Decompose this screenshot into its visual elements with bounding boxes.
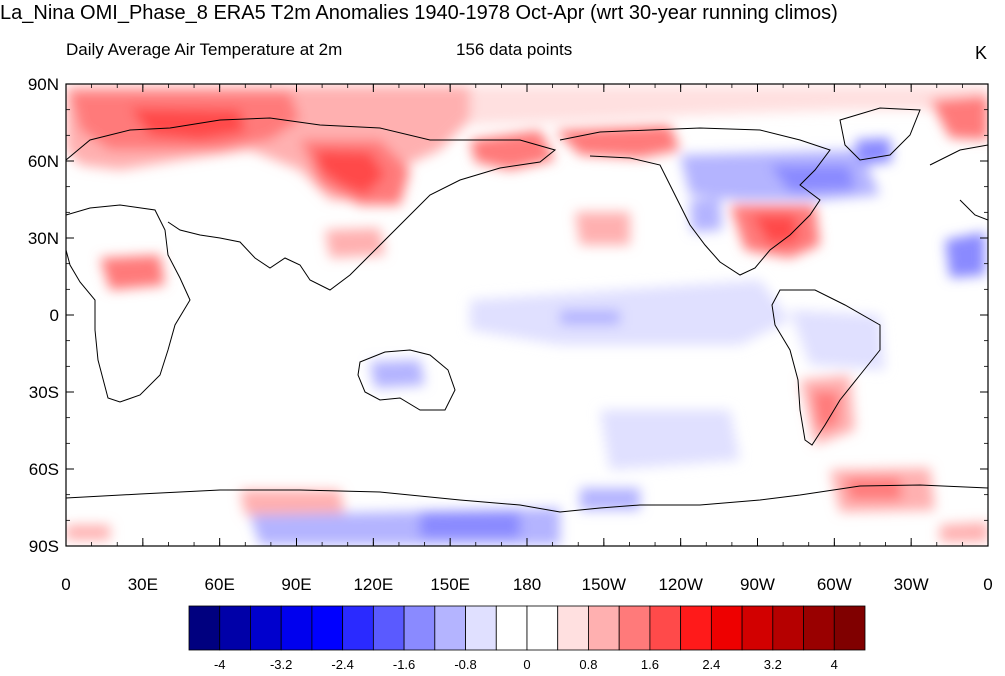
anomaly-antarctic-atl-core [845, 478, 902, 500]
colorbar-label: -4 [214, 657, 226, 672]
coast-greenland [839, 107, 921, 161]
lat-tick-label: 90N [28, 75, 59, 94]
anomaly-north-arctic-west [470, 86, 988, 125]
lon-tick-label: 0 [983, 575, 992, 594]
coast-australia [357, 349, 456, 411]
units-label: K [975, 43, 988, 63]
anomaly-arabia [100, 255, 165, 290]
lat-tick-label: 0 [50, 306, 59, 325]
coast-north-america [559, 127, 831, 276]
lat-tick-label: 30N [28, 229, 59, 248]
coast-africa [66, 204, 191, 403]
coast-eurasia [66, 117, 557, 291]
colorbar-swatch [680, 605, 712, 651]
coastlines [66, 107, 988, 513]
colorbar-swatch [403, 605, 436, 651]
colorbar-label: 0.8 [579, 657, 597, 672]
anomaly-s-pole-warm-east [940, 522, 988, 542]
lon-tick-label: 60E [205, 575, 235, 594]
anomaly-ross-cold-core [420, 512, 520, 538]
colorbar-label: 1.6 [641, 657, 659, 672]
colorbar-swatch [557, 605, 589, 651]
longitude-ticks: 0 30E 60E 90E 120E 150E 180 150W 120W 90W 60W 30W 0 [61, 84, 993, 594]
anomaly-shading [66, 86, 988, 545]
colorbar-swatch [710, 605, 743, 651]
anomaly-argentina-core [812, 390, 840, 430]
anomaly-n-atlantic-cold [945, 232, 985, 278]
coast-europe-south [959, 199, 988, 221]
colorbar-swatch [250, 605, 282, 651]
anomaly-greenland-warm [930, 95, 988, 140]
colorbar-swatch [434, 605, 466, 651]
colorbar-label: -0.8 [454, 657, 476, 672]
colorbar-swatch [833, 605, 866, 651]
lat-tick-label: 90S [29, 537, 59, 556]
left-subtitle: Daily Average Air Temperature at 2m [66, 40, 343, 59]
anomaly-s-pole-warm [66, 525, 110, 540]
lon-tick-label: 30E [128, 575, 158, 594]
anomaly-n-pacific [575, 212, 630, 245]
colorbar-swatch [311, 605, 344, 651]
colorbar-swatch [741, 605, 774, 651]
anomaly-antarctic-ind [240, 490, 345, 515]
map-panel: 90N 60N 30N 0 30S 60S 90S 0 30E 60E 90E 120E 150E 18… [28, 75, 993, 594]
colorbar-swatch [465, 605, 497, 651]
colorbar-swatch [526, 605, 559, 651]
lat-tick-label: 60S [29, 460, 59, 479]
anomaly-amazon-cool [790, 310, 885, 370]
lon-tick-label: 30W [894, 575, 929, 594]
latitude-ticks: 90N 60N 30N 0 30S 60S 90S [28, 75, 988, 556]
lon-tick-label: 150E [430, 575, 470, 594]
anomaly-barents-core [130, 108, 245, 140]
colorbar-swatch [772, 605, 804, 651]
anomaly-e-pacific-cool [470, 280, 790, 345]
colorbar-swatch [588, 605, 620, 651]
anomaly-alaska [555, 125, 680, 158]
lon-tick-label: 120E [353, 575, 393, 594]
colorbar-swatch [803, 605, 835, 651]
anomaly-s-pacific-cool [600, 410, 740, 470]
lon-tick-label: 150W [582, 575, 626, 594]
lon-tick-label: 120W [658, 575, 702, 594]
colorbar-label: -1.6 [393, 657, 415, 672]
colorbar-swatch [188, 605, 221, 651]
colorbar-swatch [280, 605, 313, 651]
colorbar-swatch [649, 605, 682, 651]
coast-europe-west [929, 144, 988, 166]
anomaly-e-pacific-cool-core [560, 310, 620, 325]
lon-tick-label: 60W [817, 575, 852, 594]
colorbar-swatch [219, 605, 251, 651]
colorbar: -4 -3.2 -2.4 -1.6 -0.8 0 0.8 1.6 2.4 3.2 4 [188, 605, 866, 672]
colorbar-label: 0 [523, 657, 530, 672]
lon-tick-label: 180 [513, 575, 541, 594]
plot-title: La_Nina OMI_Phase_8 ERA5 T2m Anomalies 1… [0, 2, 838, 24]
colorbar-label: 3.2 [764, 657, 782, 672]
colorbar-swatch [342, 605, 374, 651]
anomaly-greenland-cold [855, 138, 892, 165]
anomaly-weddell-cool [580, 488, 640, 510]
lon-tick-label: 0 [61, 575, 70, 594]
colorbar-label: 2.4 [702, 657, 720, 672]
colorbar-swatch [618, 605, 651, 651]
anomaly-australia [370, 360, 425, 388]
lon-tick-label: 90E [281, 575, 311, 594]
coast-antarctica [66, 484, 988, 513]
anomaly-siberia-core [315, 150, 385, 195]
colorbar-label: -2.4 [331, 657, 353, 672]
colorbar-label: -3.2 [270, 657, 292, 672]
center-subtitle: 156 data points [456, 40, 573, 59]
anomaly-canada-cold-core [770, 165, 855, 192]
colorbar-swatch [372, 605, 405, 651]
coast-south-america [771, 289, 881, 446]
lat-tick-label: 60N [28, 152, 59, 171]
anomaly-sw-usa-cool [690, 198, 722, 232]
anomaly-east-asia [325, 228, 385, 258]
lat-tick-label: 30S [29, 383, 59, 402]
colorbar-label: 4 [831, 657, 838, 672]
lon-tick-label: 90W [740, 575, 775, 594]
colorbar-swatch [495, 605, 528, 651]
